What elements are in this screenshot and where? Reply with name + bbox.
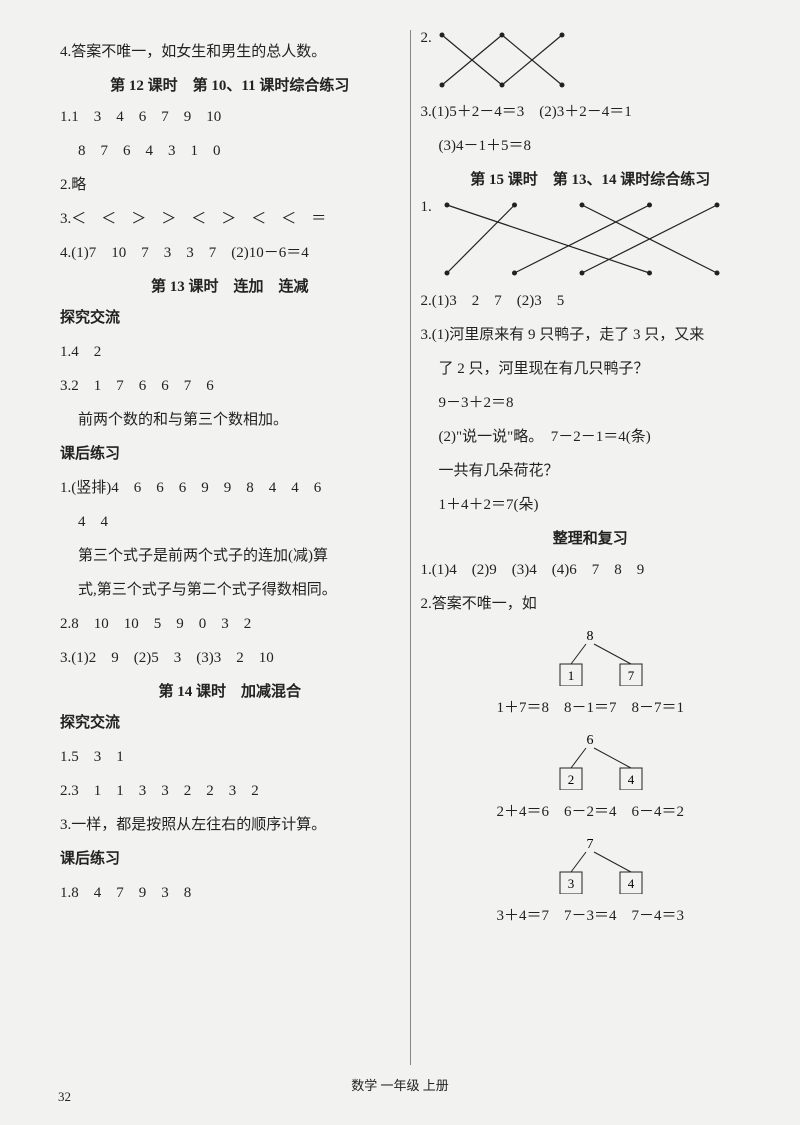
text: 2.答案不唯一，如 <box>421 592 761 616</box>
heading-review: 整理和复习 <box>421 527 761 548</box>
right-column: 2. 3.(1)5＋2－4＝3 (2)3＋2－4＝1 (3)4－1＋5＝8 第 … <box>411 30 771 1065</box>
text: 3.2 1 7 6 6 7 6 <box>60 374 400 398</box>
text: 3.＜ ＜ ＞ ＞ ＜ ＞ ＜ ＜ ＝ <box>60 207 400 231</box>
number-bond-1: 8 1 7 <box>421 626 761 686</box>
matching-diagram-big <box>432 199 732 279</box>
number-bond-3: 7 3 4 <box>421 834 761 894</box>
left-column: 4.答案不唯一，如女生和男生的总人数。 第 12 课时 第 10、11 课时综合… <box>50 30 411 1065</box>
page-footer: 数学 一年级 上册 <box>0 1075 800 1100</box>
text: 2＋4＝6 6－2＝4 6－4＝2 <box>421 800 761 824</box>
text: 3.(1)5＋2－4＝3 (2)3＋2－4＝1 <box>421 100 761 124</box>
text: 前两个数的和与第三个数相加。 <box>60 408 400 432</box>
svg-text:6: 6 <box>587 733 594 748</box>
heading-lesson-15: 第 15 课时 第 13、14 课时综合练习 <box>421 168 761 189</box>
text: 3.(1)2 9 (2)5 3 (3)3 2 10 <box>60 646 400 670</box>
text: 8 7 6 4 3 1 0 <box>60 139 400 163</box>
text: (2)"说一说"略。 7－2－1＝4(条) <box>421 425 761 449</box>
text: 了 2 只，河里现在有几只鸭子？ <box>421 357 761 381</box>
text: 4.(1)7 10 7 3 3 7 (2)10－6＝4 <box>60 241 400 265</box>
text: 2.8 10 10 5 9 0 3 2 <box>60 612 400 636</box>
svg-text:3: 3 <box>568 876 575 891</box>
text: 3.一样，都是按照从左往右的顺序计算。 <box>60 813 400 837</box>
text: 1.8 4 7 9 3 8 <box>60 881 400 905</box>
text: 一共有几朵荷花？ <box>421 459 761 483</box>
text: 4 4 <box>60 510 400 534</box>
text: 9－3＋2＝8 <box>421 391 761 415</box>
matching-diagram-small <box>432 30 572 90</box>
subheading: 探究交流 <box>60 306 400 330</box>
text: 3＋4＝7 7－3＝4 7－4＝3 <box>421 904 761 928</box>
text: 1.1 3 4 6 7 9 10 <box>60 105 400 129</box>
text: 1.5 3 1 <box>60 745 400 769</box>
page-number: 32 <box>58 1089 71 1105</box>
text: 2.略 <box>60 173 400 197</box>
svg-text:7: 7 <box>587 837 594 852</box>
svg-text:4: 4 <box>628 772 635 787</box>
heading-lesson-14: 第 14 课时 加减混合 <box>60 680 400 701</box>
text: 1. <box>421 199 432 216</box>
svg-text:1: 1 <box>568 668 575 683</box>
svg-text:4: 4 <box>628 876 635 891</box>
text: 式,第三个式子与第二个式子得数相同。 <box>60 578 400 602</box>
text: 第三个式子是前两个式子的连加(减)算 <box>60 544 400 568</box>
heading-lesson-12: 第 12 课时 第 10、11 课时综合练习 <box>60 74 400 95</box>
text: 2.(1)3 2 7 (2)3 5 <box>421 289 761 313</box>
subheading: 探究交流 <box>60 711 400 735</box>
text: 1.(1)4 (2)9 (3)4 (4)6 7 8 9 <box>421 558 761 582</box>
subheading: 课后练习 <box>60 442 400 466</box>
svg-text:7: 7 <box>628 668 635 683</box>
svg-text:8: 8 <box>587 629 594 644</box>
text: (3)4－1＋5＝8 <box>421 134 761 158</box>
text: 4.答案不唯一，如女生和男生的总人数。 <box>60 40 400 64</box>
subheading: 课后练习 <box>60 847 400 871</box>
text: 2.3 1 1 3 3 2 2 3 2 <box>60 779 400 803</box>
text: 1.4 2 <box>60 340 400 364</box>
number-bond-2: 6 2 4 <box>421 730 761 790</box>
svg-text:2: 2 <box>568 772 575 787</box>
text: 1.(竖排)4 6 6 6 9 9 8 4 4 6 <box>60 476 400 500</box>
text: 1＋7＝8 8－1＝7 8－7＝1 <box>421 696 761 720</box>
heading-lesson-13: 第 13 课时 连加 连减 <box>60 275 400 296</box>
text: 3.(1)河里原来有 9 只鸭子，走了 3 只，又来 <box>421 323 761 347</box>
text: 1＋4＋2＝7(朵) <box>421 493 761 517</box>
text: 2. <box>421 30 432 47</box>
